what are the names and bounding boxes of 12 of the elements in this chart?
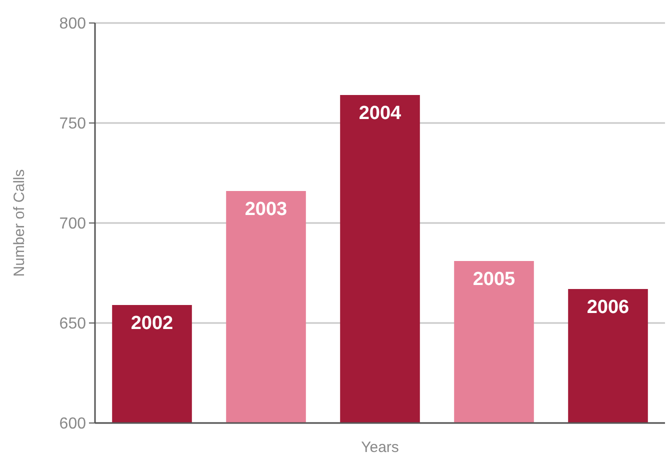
y-tick-label: 600 bbox=[59, 416, 86, 433]
y-axis-title: Number of Calls bbox=[11, 169, 28, 277]
x-axis-title: Years bbox=[361, 439, 399, 456]
y-tick-label: 700 bbox=[59, 216, 86, 233]
x-tick-label: 2006 bbox=[586, 297, 630, 318]
x-tick-label: 2003 bbox=[244, 199, 288, 220]
x-tick-label: 2005 bbox=[472, 269, 516, 290]
y-tick-label: 750 bbox=[59, 116, 86, 133]
y-tick-label: 650 bbox=[59, 316, 86, 333]
y-tick-label: 800 bbox=[59, 16, 86, 33]
x-tick-label: 2002 bbox=[130, 313, 174, 334]
x-tick-label: 2004 bbox=[358, 103, 402, 124]
